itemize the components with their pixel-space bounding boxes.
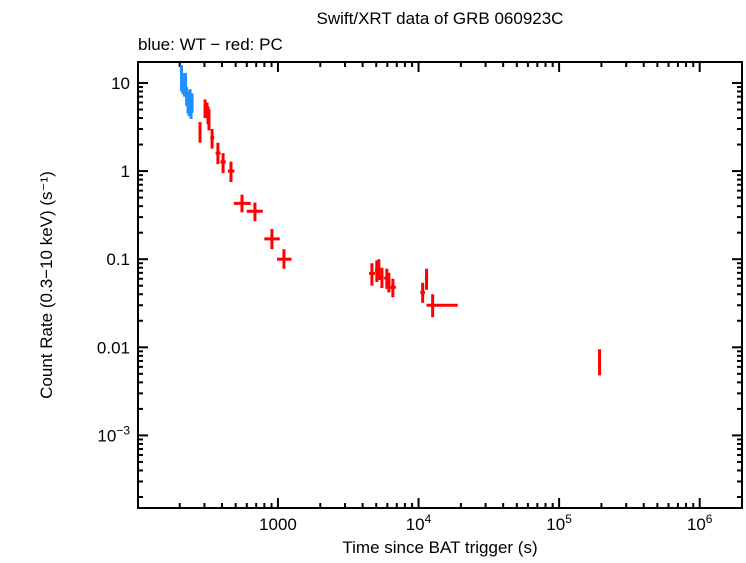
x-tick-label: 1000 <box>259 515 297 534</box>
pc-data-point <box>220 153 226 174</box>
x-tick-label: 105 <box>546 512 572 534</box>
y-axis-label: Count Rate (0.3−10 keV) (s⁻¹) <box>37 171 56 399</box>
pc-data-point <box>369 263 375 286</box>
chart-subtitle: blue: WT − red: PC <box>138 35 283 54</box>
pc-data-point <box>424 268 429 290</box>
pc-data-point <box>207 109 211 131</box>
pc-data-point <box>390 278 396 298</box>
pc-data-point <box>233 194 251 213</box>
pc-data-point <box>210 129 215 149</box>
y-tick-label: 1 <box>121 162 130 181</box>
pc-data-point <box>379 267 384 289</box>
pc-data-point <box>264 229 280 250</box>
x-axis-label: Time since BAT trigger (s) <box>342 538 537 557</box>
pc-data-point <box>215 142 221 165</box>
y-tick-label: 10−3 <box>97 423 130 445</box>
wt-data-point <box>190 93 194 113</box>
pc-data-point <box>227 161 235 183</box>
x-tick-label: 106 <box>687 512 713 534</box>
pc-data-point <box>377 259 381 281</box>
chart-title: Swift/XRT data of GRB 060923C <box>317 9 564 28</box>
pc-data-point <box>198 122 202 143</box>
pc-data-point <box>598 349 602 376</box>
pc-data-point <box>246 202 263 222</box>
pc-data-point <box>277 249 292 269</box>
y-tick-label: 0.1 <box>106 250 130 269</box>
y-tick-label: 0.01 <box>97 338 130 357</box>
y-tick-label: 10 <box>111 74 130 93</box>
pc-data-point <box>420 282 425 303</box>
pc-data-point <box>387 272 391 293</box>
plot-frame <box>137 61 743 509</box>
pc-data-point <box>426 294 458 318</box>
x-tick-label: 104 <box>406 512 432 534</box>
